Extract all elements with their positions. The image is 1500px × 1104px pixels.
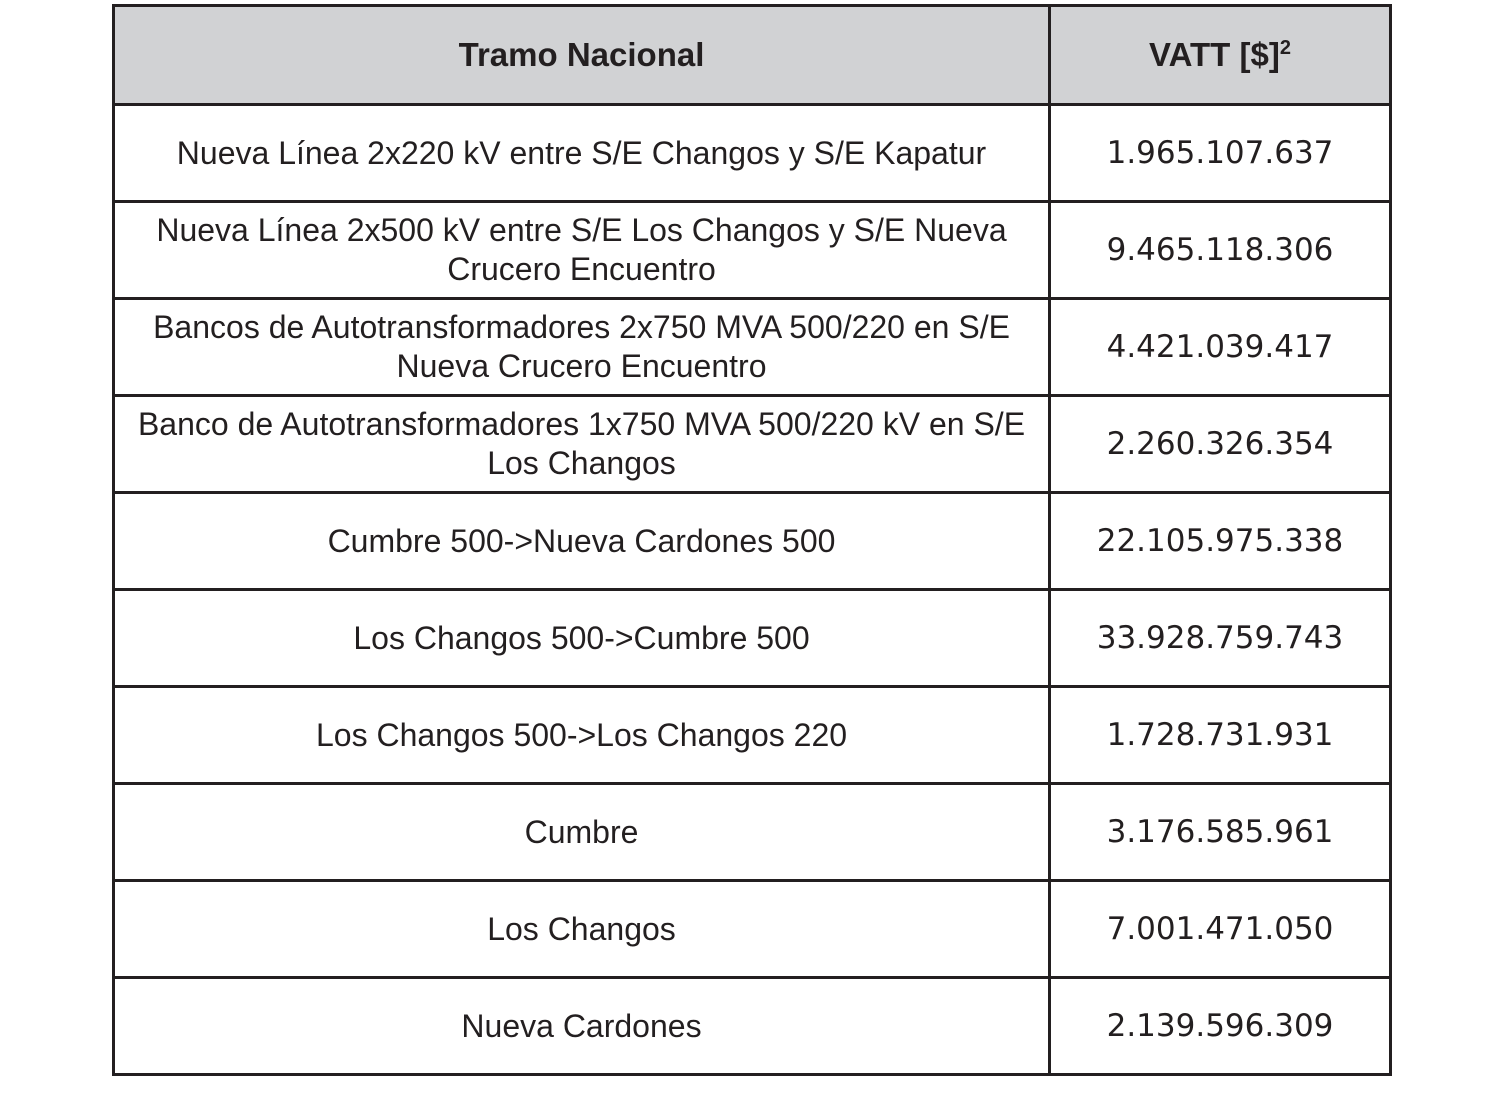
table-row: Cumbre 3.176.585.961 [112, 782, 1392, 882]
vatt-cell: 33.928.759.743 [1048, 588, 1392, 688]
vatt-table: Tramo Nacional VATT [$]2 Nueva Línea 2x2… [112, 4, 1392, 1076]
table-row: Banco de Autotransformadores 1x750 MVA 5… [112, 394, 1392, 494]
tramo-cell: Nueva Línea 2x500 kV entre S/E Los Chang… [112, 200, 1051, 300]
tramo-cell: Cumbre [112, 782, 1051, 882]
table-row: Cumbre 500->Nueva Cardones 500 22.105.97… [112, 491, 1392, 591]
table-row: Nueva Cardones 2.139.596.309 [112, 976, 1392, 1076]
tramo-cell: Los Changos 500->Los Changos 220 [112, 685, 1051, 785]
vatt-cell: 4.421.039.417 [1048, 297, 1392, 397]
header-vatt: VATT [$]2 [1048, 4, 1392, 106]
table-row: Nueva Línea 2x500 kV entre S/E Los Chang… [112, 200, 1392, 300]
tramo-cell: Bancos de Autotransformadores 2x750 MVA … [112, 297, 1051, 397]
table-row: Los Changos 500->Cumbre 500 33.928.759.7… [112, 588, 1392, 688]
table-row: Bancos de Autotransformadores 2x750 MVA … [112, 297, 1392, 397]
table-row: Nueva Línea 2x220 kV entre S/E Changos y… [112, 103, 1392, 203]
vatt-cell: 7.001.471.050 [1048, 879, 1392, 979]
vatt-cell: 9.465.118.306 [1048, 200, 1392, 300]
vatt-cell: 1.965.107.637 [1048, 103, 1392, 203]
vatt-cell: 2.139.596.309 [1048, 976, 1392, 1076]
header-row: Tramo Nacional VATT [$]2 [112, 4, 1392, 106]
tramo-cell: Los Changos [112, 879, 1051, 979]
header-vatt-footnote: 2 [1279, 37, 1291, 59]
tramo-cell: Nueva Línea 2x220 kV entre S/E Changos y… [112, 103, 1051, 203]
tramo-cell: Nueva Cardones [112, 976, 1051, 1076]
vatt-cell: 2.260.326.354 [1048, 394, 1392, 494]
table-row: Los Changos 7.001.471.050 [112, 879, 1392, 979]
tramo-cell: Banco de Autotransformadores 1x750 MVA 5… [112, 394, 1051, 494]
vatt-cell: 3.176.585.961 [1048, 782, 1392, 882]
header-tramo-nacional: Tramo Nacional [112, 4, 1051, 106]
vatt-cell: 22.105.975.338 [1048, 491, 1392, 591]
vatt-cell: 1.728.731.931 [1048, 685, 1392, 785]
tramo-cell: Los Changos 500->Cumbre 500 [112, 588, 1051, 688]
tramo-cell: Cumbre 500->Nueva Cardones 500 [112, 491, 1051, 591]
table-row: Los Changos 500->Los Changos 220 1.728.7… [112, 685, 1392, 785]
table-header: Tramo Nacional VATT [$]2 [112, 4, 1392, 106]
header-vatt-label: VATT [$] [1149, 36, 1280, 73]
table-body: Nueva Línea 2x220 kV entre S/E Changos y… [112, 103, 1392, 1076]
